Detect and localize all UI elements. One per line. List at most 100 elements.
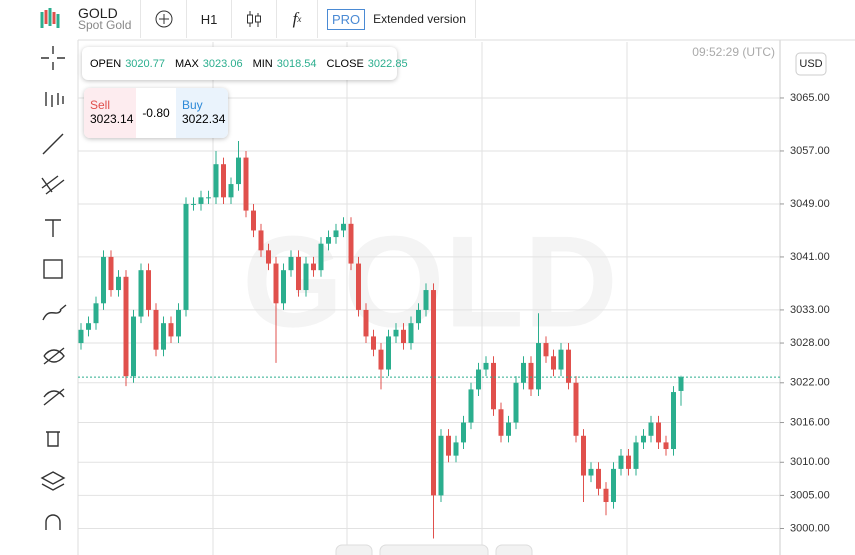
candle-body <box>528 362 534 390</box>
y-tick-label: 3022.00 <box>790 377 830 389</box>
candle-body <box>596 468 601 489</box>
left-toolbar-icons <box>40 46 67 530</box>
candle-body <box>266 250 271 264</box>
candle-body <box>326 237 331 244</box>
candle-body <box>341 223 346 231</box>
ohlc-box: OPEN 3020.77 MAX 3023.06 MIN 3018.54 CLOSE 3… <box>82 47 408 80</box>
candle-body <box>633 442 639 469</box>
candle-body <box>86 323 91 330</box>
currency[interactable]: USD <box>799 58 822 70</box>
candle-body <box>521 362 526 383</box>
candle-body <box>513 382 519 423</box>
candle-body <box>641 435 646 443</box>
candle-body <box>371 336 376 350</box>
close-value: 3022.85 <box>367 57 408 70</box>
crosshair-icon[interactable] <box>41 46 65 70</box>
candle-body <box>236 157 241 185</box>
chart-type-button[interactable] <box>232 0 277 38</box>
candle-body <box>603 488 609 503</box>
candle-body <box>258 230 264 251</box>
channel-icon[interactable] <box>41 175 65 195</box>
candle-body <box>303 263 309 291</box>
candle-body <box>153 309 159 350</box>
hide-icon[interactable] <box>43 347 65 365</box>
pro-button[interactable]: PRO Extended version <box>318 0 476 38</box>
candle-body <box>348 223 354 264</box>
trash-icon[interactable] <box>46 431 60 447</box>
y-tick-label: 3057.00 <box>790 145 830 157</box>
candle-body <box>228 184 234 198</box>
candle-body <box>378 349 384 370</box>
layers-icon[interactable] <box>40 471 66 491</box>
zoom-button[interactable] <box>379 544 489 555</box>
candle-body <box>401 329 406 344</box>
candle-body <box>648 422 654 436</box>
min-value: 3018.54 <box>276 57 317 70</box>
y-tick-label: 3005.00 <box>790 489 830 501</box>
candle-body <box>468 389 474 423</box>
candle-body <box>161 323 166 350</box>
candle-body <box>491 362 496 410</box>
sell-label: Sell <box>90 98 111 112</box>
candle-body <box>356 263 361 310</box>
line-icon[interactable] <box>42 133 64 155</box>
candle-body <box>461 422 466 443</box>
pro-badge: PRO <box>327 8 366 30</box>
y-tick-label: 3033.00 <box>790 304 830 316</box>
candle-body <box>296 256 301 291</box>
y-tick-label: 3041.00 <box>790 251 830 263</box>
candle-body <box>573 382 579 436</box>
open-value: 3020.77 <box>125 57 165 70</box>
text-icon[interactable] <box>45 219 61 237</box>
candle-body <box>393 329 399 337</box>
candle-icon <box>247 11 261 27</box>
candle-body <box>626 455 631 469</box>
max-value: 3023.06 <box>202 57 243 70</box>
max-label: MAX <box>174 57 199 70</box>
open-label: OPEN <box>90 57 122 70</box>
candle-body <box>566 349 571 383</box>
min-label: MIN <box>252 57 273 70</box>
candle-body <box>288 256 294 271</box>
brush-icon[interactable] <box>42 304 67 321</box>
trade-box: Sell 3023.14 -0.80 Buy 3022.34 <box>84 88 228 138</box>
magnet-icon[interactable] <box>45 514 61 530</box>
candle-body <box>611 468 616 503</box>
candle-body <box>588 468 594 476</box>
y-tick-label: 3049.00 <box>790 198 830 210</box>
candle-body <box>543 343 549 357</box>
candle-body <box>423 290 429 310</box>
candle-body <box>671 392 676 450</box>
y-tick-label: 3010.00 <box>790 456 830 468</box>
scroll-button[interactable] <box>335 544 373 555</box>
timeframe-button[interactable]: H1 <box>187 0 232 38</box>
candle-body <box>483 362 489 370</box>
rect-icon[interactable] <box>43 259 63 279</box>
candle-body <box>191 203 196 205</box>
candle-body <box>131 316 136 377</box>
candles-icon[interactable] <box>45 92 64 107</box>
currency-button[interactable] <box>795 52 827 76</box>
hide-labels-icon[interactable] <box>43 388 65 406</box>
candle-body <box>183 203 189 310</box>
symbol-button[interactable]: GOLD Spot Gold <box>0 0 141 38</box>
sell-button[interactable]: Sell 3023.14 <box>84 88 136 138</box>
buy-label: Buy <box>182 98 203 112</box>
candle-body <box>116 276 121 291</box>
candle-body <box>243 157 249 211</box>
spread: -0.80 <box>142 106 170 120</box>
scroll-button[interactable] <box>495 544 533 555</box>
candle-body <box>446 435 451 456</box>
candle-body <box>506 422 511 436</box>
y-tick-label: 3000.00 <box>790 522 830 534</box>
symbol: GOLD Spot Gold <box>78 6 131 31</box>
candle-body <box>663 442 669 450</box>
candle-body <box>476 369 481 390</box>
add-button[interactable] <box>142 0 187 38</box>
candle-body <box>146 270 151 310</box>
candle-body <box>618 455 624 469</box>
candle-body <box>333 230 339 238</box>
buy-button[interactable]: Buy 3022.34 <box>176 88 228 138</box>
